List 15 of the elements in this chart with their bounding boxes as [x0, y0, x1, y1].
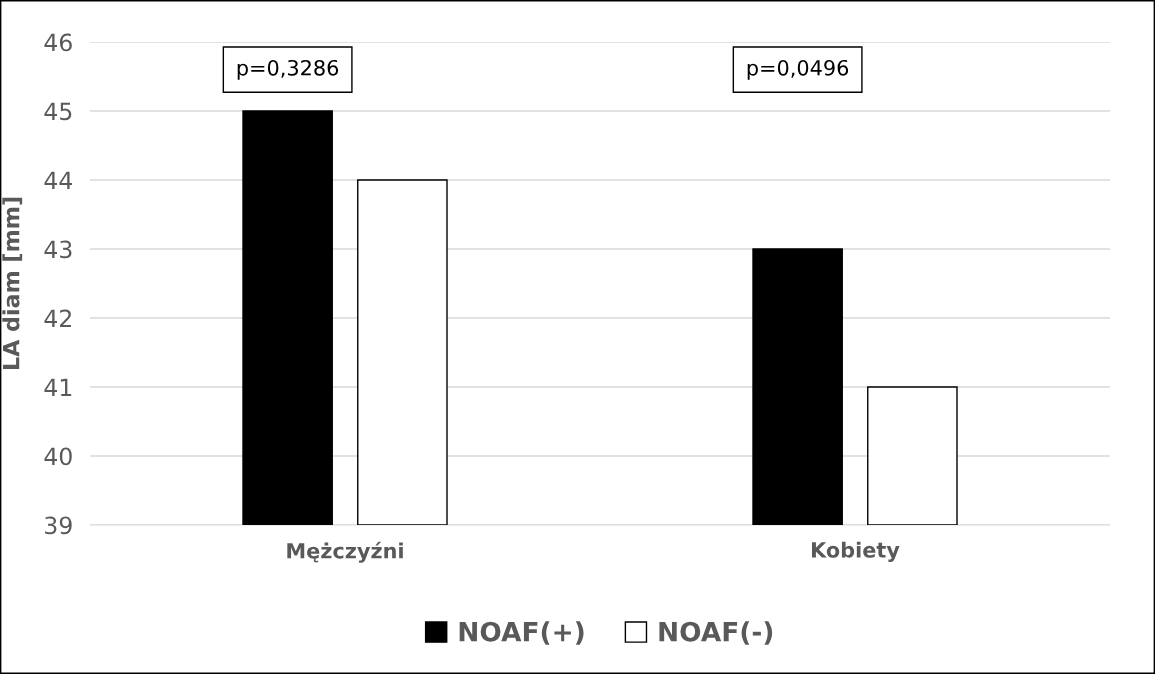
y-tick-label: 39: [45, 516, 72, 535]
annotation: p=0,0496: [747, 59, 849, 80]
legend-label: NOAF(-): [659, 621, 773, 645]
y-tick-label: 41: [44, 378, 72, 396]
y-axis-title: LA diam [mm]: [2, 197, 23, 370]
annotation: p=0,3286: [237, 59, 339, 80]
y-tick-label: 40: [44, 447, 72, 466]
x-tick-label: Kobiety: [812, 541, 900, 562]
y-tick-label: 46: [44, 33, 72, 52]
y-tick-label: 42: [44, 309, 71, 327]
y-tick-label: 44: [44, 171, 73, 189]
x-tick-label: Mężczyźni: [287, 541, 403, 563]
y-tick-label: 45: [44, 102, 72, 121]
legend-label: NOAF(+): [459, 621, 584, 645]
y-tick-label: 43: [44, 240, 72, 259]
